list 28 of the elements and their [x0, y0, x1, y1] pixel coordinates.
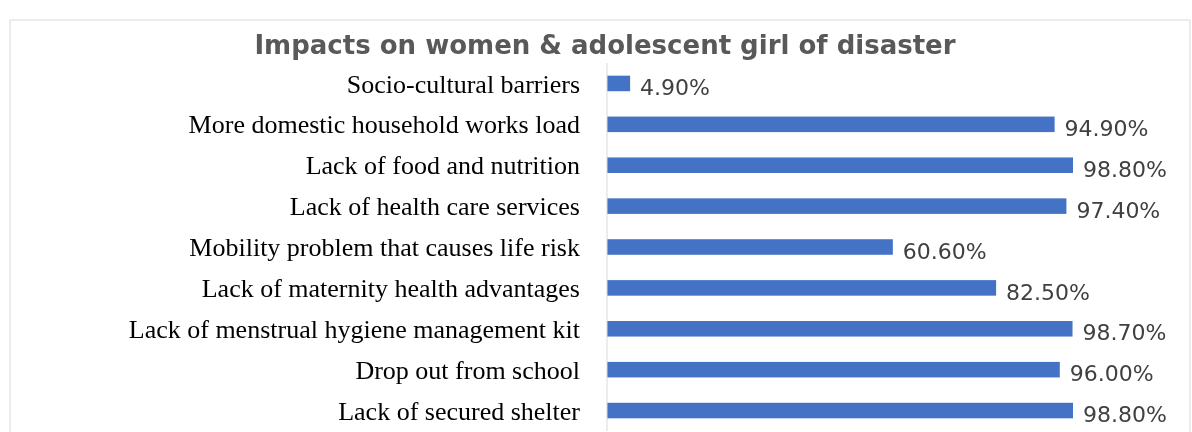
bar: [607, 239, 893, 255]
y-tick-label: Lack of maternity health advantages: [201, 273, 580, 303]
bar: [607, 402, 1073, 419]
data-label: 60.60%: [902, 238, 987, 264]
bar: [607, 75, 631, 92]
bar: [607, 157, 1073, 173]
bar: [607, 116, 1055, 133]
chart-title: Impacts on women & adolescent girl of disaster: [254, 30, 956, 60]
data-label: 4.90%: [640, 75, 710, 101]
y-tick-label: Lack of health care services: [289, 192, 580, 222]
bar: [607, 361, 1060, 378]
y-tick-label: Socio-cultural barriers: [346, 69, 580, 99]
data-label: 98.80%: [1083, 156, 1167, 182]
data-label: 97.40%: [1076, 197, 1161, 223]
data-label: 98.70%: [1082, 320, 1167, 346]
bar: [607, 321, 1073, 337]
bar: [607, 198, 1067, 214]
y-tick-label: Lack of menstrual hygiene management kit: [128, 314, 581, 344]
y-tick-label: Mobility problem that causes life risk: [189, 233, 580, 263]
y-tick-label: Lack of secured shelter: [338, 396, 581, 426]
y-tick-label: More domestic household works load: [188, 110, 580, 140]
y-tick-label: Drop out from school: [355, 355, 580, 385]
data-label: 94.90%: [1064, 116, 1149, 142]
bar: [607, 280, 997, 296]
data-label: 96.00%: [1069, 361, 1154, 387]
data-label: 98.80%: [1083, 402, 1167, 428]
data-label: 82.50%: [1006, 279, 1091, 305]
y-tick-label: Lack of food and nutrition: [305, 151, 580, 181]
